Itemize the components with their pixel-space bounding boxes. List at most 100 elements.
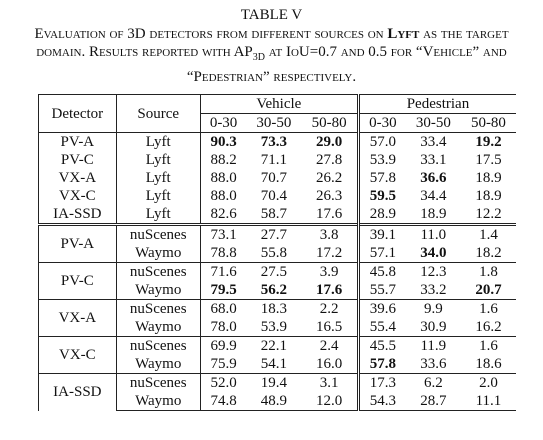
value-cell: 6.2 xyxy=(405,373,461,392)
detector-cell: VX-C xyxy=(38,187,117,205)
caption-text: Evaluation of 3D detectors from differen… xyxy=(14,25,529,87)
value-cell-bold: 34.0 xyxy=(420,245,447,261)
value-cell-bold: 56.2 xyxy=(260,282,288,298)
value-cell: 16.2 xyxy=(475,319,502,335)
caption-part: 3D xyxy=(252,52,266,63)
value-cell: 30.9 xyxy=(420,319,447,335)
group-header: Pedestrian xyxy=(356,94,516,114)
caption-part: as the target domain. Results reported w… xyxy=(36,25,509,61)
value-cell: 2.4 xyxy=(301,336,359,355)
data-row: IA-SSD Lyft 82.6 58.7 17.6 28.9 18.9 12.2 xyxy=(38,205,517,225)
value-cell: 19.2 xyxy=(460,132,516,151)
value-cell-bold: 79.5 xyxy=(210,282,237,298)
data-row: VX-C Lyft 88.0 70.4 26.3 59.5 34.4 18.9 xyxy=(38,187,517,205)
value-cell: 68.0 xyxy=(200,299,247,318)
value-cell: 71.6 xyxy=(200,262,247,281)
value-cell: 53.9 xyxy=(356,151,406,169)
value-cell: 17.5 xyxy=(475,152,502,168)
value-cell: 33.1 xyxy=(420,152,447,168)
value-cell: 12.3 xyxy=(405,262,461,281)
data-row: Waymo 78.8 55.8 17.2 57.1 34.0 18.2 xyxy=(39,244,517,263)
data-row: VX-C nuScenes 69.9 22.1 2.4 45.5 11.9 1.6 xyxy=(38,336,516,374)
value-cell: 88.0 xyxy=(210,188,237,204)
detector-cell: PV-C xyxy=(38,151,117,169)
source-cell: Waymo xyxy=(115,281,201,300)
value-cell: 27.5 xyxy=(246,262,302,281)
range-header: 50-80 xyxy=(311,115,347,131)
data-row: PV-C Lyft 88.2 71.1 27.8 53.9 33.1 17.5 xyxy=(38,151,517,169)
value-cell: 54.3 xyxy=(356,392,406,411)
value-cell: 48.9 xyxy=(246,392,302,411)
header-cell: Source xyxy=(115,94,201,133)
value-cell: 27.7 xyxy=(246,223,302,244)
value-cell: 18.9 xyxy=(420,206,447,222)
caption-part: Evaluation of 3D detectors from differen… xyxy=(34,25,388,42)
header-row: Detector Source Vehicle Pedestrian xyxy=(38,94,516,133)
value-cell: 17.6 xyxy=(301,281,358,300)
value-cell: 78.8 xyxy=(210,245,237,261)
value-cell-bold: 57.8 xyxy=(369,356,396,372)
source-cell: nuScenes xyxy=(115,223,201,244)
value-cell-bold: 17.6 xyxy=(316,282,343,298)
value-cell: 82.6 xyxy=(210,206,237,222)
value-cell: 71.1 xyxy=(260,152,288,168)
value-cell: 73.1 xyxy=(200,223,247,244)
source-cell: nuScenes xyxy=(115,262,201,281)
value-cell: 1.8 xyxy=(460,262,516,281)
value-cell: 57.1 xyxy=(356,244,406,263)
value-cell: 11.9 xyxy=(405,336,461,355)
data-row: PV-C nuScenes 71.6 27.5 3.9 45.8 12.3 1.8 xyxy=(38,262,516,300)
value-cell: 34.0 xyxy=(406,244,461,263)
source-cell: Lyft xyxy=(115,187,201,205)
range-header: 0-30 xyxy=(209,115,238,131)
detector-cell: VX-C xyxy=(38,336,117,374)
value-cell: 59.5 xyxy=(356,187,406,205)
value-cell: 16.5 xyxy=(316,319,343,335)
value-cell: 70.4 xyxy=(260,188,288,204)
value-cell: 17.6 xyxy=(316,206,343,222)
caption-part: at IoU=0.7 and 0.5 for “Vehicle” and “Pe… xyxy=(186,44,507,85)
detector-cell: VX-A xyxy=(38,299,117,337)
value-cell: 12.0 xyxy=(301,392,359,411)
value-cell: 12.2 xyxy=(475,206,502,222)
value-cell: 56.2 xyxy=(246,281,301,300)
value-cell: 17.3 xyxy=(356,373,406,392)
value-cell: 29.0 xyxy=(301,132,359,151)
caption-part: Lyft xyxy=(387,25,420,42)
data-row: PV-A Lyft 90.3 73.3 29.0 57.0 33.4 19.2 xyxy=(38,132,516,151)
value-cell: 11.0 xyxy=(405,223,461,244)
value-cell: 3.8 xyxy=(301,223,359,244)
value-cell: 73.3 xyxy=(246,132,302,151)
value-cell: 45.8 xyxy=(356,262,406,281)
source-cell: nuScenes xyxy=(115,373,201,392)
value-cell: 1.6 xyxy=(460,336,516,355)
group-header: Vehicle xyxy=(200,94,359,114)
value-cell: 54.1 xyxy=(260,356,288,372)
value-cell: 39.1 xyxy=(356,223,406,244)
detector-cell: IA-SSD xyxy=(38,205,117,225)
value-cell: 17.2 xyxy=(316,245,343,261)
header-row: 0-30 30-50 50-80 0-30 30-50 50-80 xyxy=(39,113,517,133)
value-cell: 55.4 xyxy=(356,318,406,337)
value-cell: 33.6 xyxy=(420,356,447,372)
value-cell: 55.8 xyxy=(260,245,288,261)
value-cell: 19.4 xyxy=(246,373,302,392)
value-cell: 39.6 xyxy=(356,299,406,318)
value-cell: 3.9 xyxy=(301,262,359,281)
caption: TABLE V Evaluation of 3D detectors from … xyxy=(0,0,543,86)
source-cell: Waymo xyxy=(115,244,201,263)
value-cell-bold: 19.2 xyxy=(475,134,502,150)
value-cell-bold: 36.6 xyxy=(420,170,447,186)
value-cell: 33.4 xyxy=(405,132,461,151)
value-cell: 20.7 xyxy=(461,281,516,300)
value-cell: 18.9 xyxy=(475,170,502,186)
detector-cell: PV-A xyxy=(38,223,117,263)
value-cell: 88.0 xyxy=(210,170,237,186)
detector-cell: VX-A xyxy=(38,169,117,187)
value-cell: 16.0 xyxy=(316,356,343,372)
value-cell: 70.7 xyxy=(260,170,288,186)
value-cell-bold: 90.3 xyxy=(210,134,237,150)
value-cell: 53.9 xyxy=(260,319,288,335)
value-cell: 28.7 xyxy=(405,392,461,411)
data-row: Waymo 75.9 54.1 16.0 57.8 33.6 18.6 xyxy=(39,355,517,374)
